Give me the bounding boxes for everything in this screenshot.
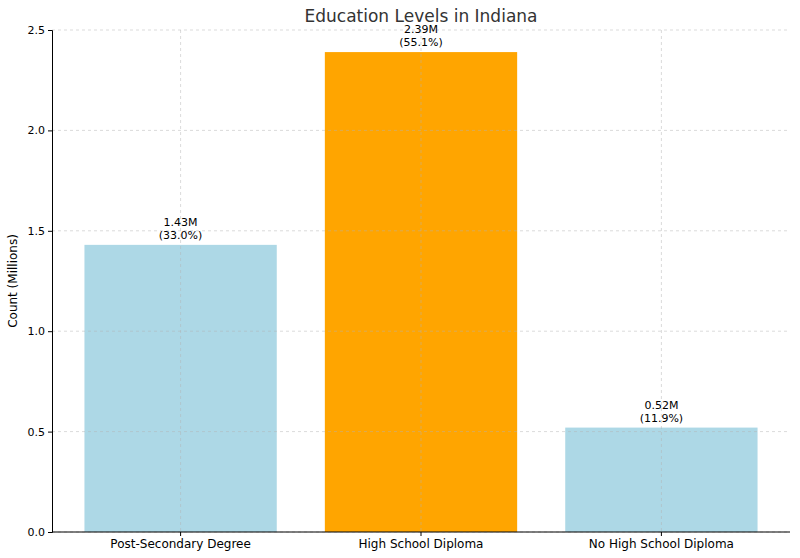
y-tick-label: 0.0: [28, 526, 46, 539]
y-tick-mark: [48, 231, 52, 232]
y-tick: 2.0: [28, 124, 53, 137]
data-label: (33.0%): [159, 229, 203, 242]
y-tick-mark: [48, 532, 52, 533]
x-axis: Post-Secondary Degree High School Diploma…: [52, 532, 790, 551]
y-tick-label: 1.5: [28, 225, 46, 238]
data-label: 1.43M: [164, 216, 198, 229]
grid-line: [52, 431, 790, 432]
grid-line: [661, 30, 662, 532]
x-tick-label: High School Diploma: [359, 537, 484, 551]
y-tick-label: 2.5: [28, 24, 46, 37]
y-tick: 2.5: [28, 24, 53, 37]
y-tick-label: 0.5: [28, 426, 46, 439]
y-axis-title: Count (Millions): [6, 234, 20, 328]
y-tick: 1.0: [28, 325, 53, 338]
x-tick-mark: [421, 532, 422, 536]
grid: [52, 30, 790, 532]
y-tick-mark: [48, 432, 52, 433]
bars: [84, 52, 757, 532]
x-tick: No High School Diploma: [589, 532, 734, 551]
grid-line: [421, 30, 422, 532]
grid-line: [52, 130, 790, 131]
data-labels: 1.43M(33.0%)2.39M(55.1%)0.52M(11.9%): [159, 23, 683, 424]
y-tick: 0.5: [28, 426, 53, 439]
x-tick-mark: [661, 532, 662, 536]
y-axis: 0.0 0.5 1.0 1.5 2.0 2.5: [28, 24, 53, 539]
x-tick-label: No High School Diploma: [589, 537, 734, 551]
y-tick-mark: [48, 30, 52, 31]
chart: 0.0 0.5 1.0 1.5 2.0 2.5 Post-Secondary Degree H…: [0, 0, 800, 558]
x-tick: High School Diploma: [359, 532, 484, 551]
y-tick-mark: [48, 130, 52, 131]
data-label: (11.9%): [640, 412, 684, 425]
y-tick-label: 2.0: [28, 124, 46, 137]
y-axis-line: [48, 31, 53, 533]
x-tick: Post-Secondary Degree: [110, 532, 250, 551]
y-tick-mark: [48, 331, 52, 332]
x-tick-mark: [180, 532, 181, 536]
data-label: 0.52M: [644, 399, 678, 412]
y-tick: 1.5: [28, 225, 53, 238]
grid-line: [180, 30, 181, 532]
x-tick-label: Post-Secondary Degree: [110, 537, 250, 551]
title: Education Levels in Indiana: [305, 6, 538, 26]
data-label: (55.1%): [399, 36, 443, 49]
bar: [325, 52, 517, 532]
y-tick: 0.0: [28, 526, 53, 539]
y-tick-label: 1.0: [28, 325, 46, 338]
